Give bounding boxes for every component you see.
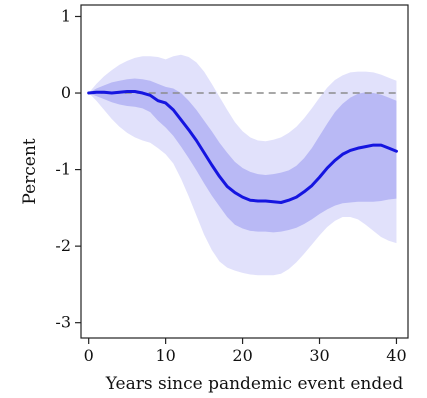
x-tick-label: 40: [386, 346, 406, 365]
confidence-bands: [88, 54, 397, 276]
x-axis: 0 10 20 30 40: [84, 338, 407, 365]
y-tick-label: -3: [55, 313, 71, 332]
y-tick-label: 0: [61, 83, 71, 102]
x-axis-title: Years since pandemic event ended: [105, 374, 404, 394]
series-line: [87, 90, 398, 204]
plot-frame: [80, 4, 409, 339]
x-tick-label: 10: [155, 346, 175, 365]
x-tick-label: 0: [84, 346, 94, 365]
y-axis: 1 0 -1 -2 -3: [55, 6, 81, 332]
x-tick-label: 30: [309, 346, 329, 365]
y-tick-label: 1: [61, 6, 71, 25]
inner-confidence-band: [88, 78, 397, 233]
y-tick-label: -1: [55, 160, 71, 179]
y-tick-label: -2: [55, 236, 71, 255]
x-tick-label: 20: [232, 346, 252, 365]
y-axis-title: Percent: [20, 138, 40, 204]
